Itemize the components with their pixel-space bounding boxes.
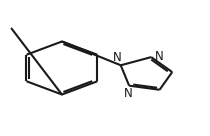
Text: N: N — [124, 87, 133, 100]
Text: N: N — [155, 50, 164, 63]
Text: N: N — [113, 51, 121, 64]
